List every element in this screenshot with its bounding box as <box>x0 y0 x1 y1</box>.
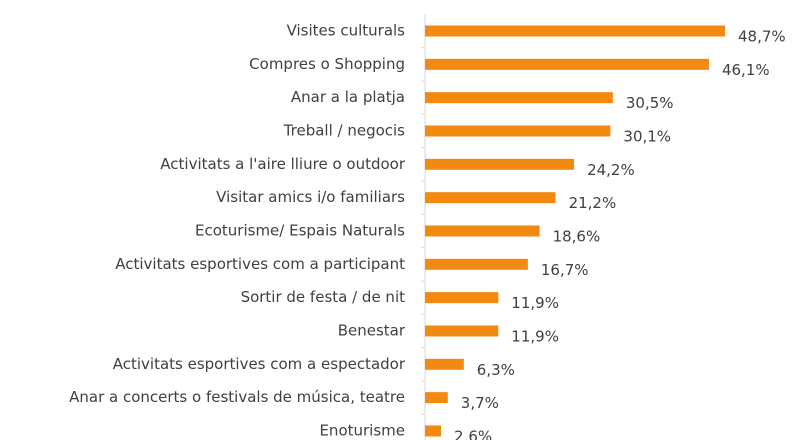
category-label: Compres o Shopping <box>249 55 405 73</box>
category-label: Activitats esportives com a espectador <box>113 355 406 373</box>
value-label: 11,9% <box>511 327 559 345</box>
bar <box>425 325 499 337</box>
value-label: 48,7% <box>738 28 786 46</box>
value-label: 30,1% <box>623 127 671 145</box>
value-label: 11,9% <box>511 294 559 312</box>
category-label: Activitats a l'aire lliure o outdoor <box>160 155 406 173</box>
bar <box>425 92 613 104</box>
category-label: Visites culturals <box>287 22 406 40</box>
bar <box>425 392 448 404</box>
category-label: Visitar amics i/o familiars <box>216 188 405 206</box>
value-label: 46,1% <box>722 61 770 79</box>
bar <box>425 358 464 370</box>
value-label: 18,6% <box>553 227 601 245</box>
bar <box>425 158 575 170</box>
value-label: 21,2% <box>569 194 617 212</box>
category-label: Enoturisme <box>319 421 405 439</box>
value-label: 6,3% <box>477 361 515 379</box>
bar <box>425 192 556 204</box>
bar <box>425 292 499 304</box>
category-label: Treball / negocis <box>283 121 406 139</box>
bar <box>425 258 528 270</box>
category-label: Ecoturisme/ Espais Naturals <box>195 221 405 239</box>
value-label: 16,7% <box>541 261 589 279</box>
category-label: Anar a concerts o festivals de música, t… <box>69 388 405 406</box>
category-label: Benestar <box>338 321 406 339</box>
bar <box>425 425 442 437</box>
value-label: 2,6% <box>454 427 492 440</box>
value-label: 3,7% <box>461 394 499 412</box>
value-label: 30,5% <box>626 94 674 112</box>
bar <box>425 225 540 237</box>
bar <box>425 25 725 37</box>
category-label: Activitats esportives com a participant <box>115 255 405 273</box>
bar <box>425 125 611 137</box>
bar <box>425 58 709 70</box>
value-label: 24,2% <box>587 161 635 179</box>
category-label: Anar a la platja <box>291 88 405 106</box>
category-label: Sortir de festa / de nit <box>241 288 406 306</box>
